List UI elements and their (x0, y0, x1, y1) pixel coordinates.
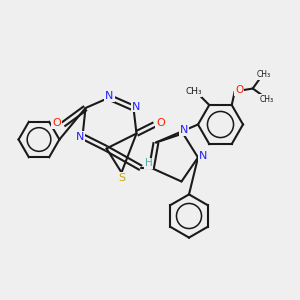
Text: N: N (105, 91, 114, 101)
Text: O: O (235, 85, 243, 95)
Text: O: O (156, 118, 165, 128)
Text: H: H (145, 158, 152, 169)
Text: CH₃: CH₃ (259, 94, 273, 103)
Text: CH₃: CH₃ (256, 70, 270, 79)
Text: S: S (118, 173, 125, 183)
Text: N: N (76, 131, 84, 142)
Text: N: N (199, 151, 208, 161)
Text: N: N (132, 101, 140, 112)
Text: N: N (179, 125, 188, 135)
Text: O: O (52, 118, 61, 128)
Text: CH₃: CH₃ (185, 87, 202, 96)
